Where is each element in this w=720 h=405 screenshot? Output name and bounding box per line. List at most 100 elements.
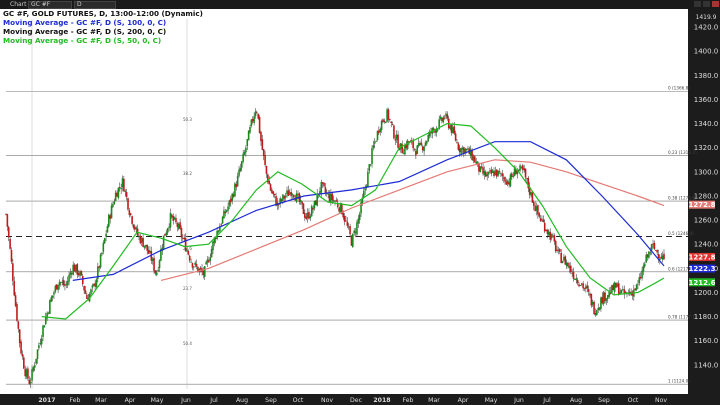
candle-body <box>452 127 454 134</box>
candle-body <box>432 128 435 130</box>
fib-level-label: 0.5 (1246.4) <box>668 231 694 236</box>
candle-body <box>586 285 589 289</box>
candle-body <box>250 119 253 127</box>
candle-body <box>441 118 443 121</box>
candle-body <box>301 201 303 205</box>
candle-body <box>155 272 158 276</box>
candle-body <box>469 149 472 156</box>
candle-body <box>94 283 96 287</box>
candle-body <box>456 142 458 143</box>
candle-body <box>9 238 11 249</box>
candle-body <box>489 170 491 172</box>
candle-body <box>288 192 291 195</box>
candle-body <box>20 341 22 354</box>
candle-body <box>92 283 95 286</box>
candle-body <box>653 242 656 250</box>
candle-body <box>644 263 646 267</box>
symbol-field[interactable]: GC #F <box>28 1 72 9</box>
candle-body <box>652 243 654 245</box>
price-chart[interactable]: 0 (1366.8) 0.23 (1313.7) 0.38 (1275.8) 0.5 … <box>0 9 720 405</box>
candle-body <box>253 116 255 123</box>
candle-body <box>587 289 590 292</box>
y-tick-label: 1200.0 <box>694 289 719 297</box>
candle-body <box>501 173 504 177</box>
candle-body <box>391 124 394 126</box>
legend-ma100: Moving Average - GC #F, D (S, 100, 0, C) <box>3 18 167 27</box>
candle-body <box>209 257 212 262</box>
candle-body <box>164 233 166 236</box>
window-title: Chart <box>10 1 27 8</box>
candle-body <box>18 329 21 344</box>
candle-body <box>368 164 371 171</box>
candle-body <box>232 194 235 197</box>
candle-body <box>656 250 658 253</box>
candle-body <box>125 192 128 198</box>
candle-body <box>228 200 231 206</box>
candle-body <box>446 114 449 119</box>
candle-body <box>14 295 17 306</box>
candle-body <box>273 193 276 196</box>
candle-body <box>578 284 580 287</box>
candle-body <box>434 130 436 133</box>
candle-body <box>112 204 114 207</box>
candle-body <box>23 357 25 369</box>
candle-body <box>520 166 523 168</box>
candle-body <box>660 256 663 259</box>
x-tick-label: Jun <box>513 397 524 404</box>
candle-body <box>484 172 487 177</box>
candle-body <box>604 292 606 302</box>
candle-body <box>563 257 565 261</box>
candle-body <box>624 291 627 294</box>
candle-body <box>509 174 512 187</box>
candle-body <box>101 252 103 255</box>
candle-body <box>177 223 180 229</box>
candle-body <box>264 155 266 165</box>
candle-body <box>435 128 438 133</box>
candle-body <box>568 265 571 269</box>
candle-body <box>524 168 527 178</box>
y-tick-label: 1400.0 <box>694 48 719 56</box>
maximize-icon[interactable] <box>703 1 710 7</box>
y-tick-label: 1240.0 <box>694 241 719 249</box>
candle-body <box>269 184 272 191</box>
minimize-icon[interactable] <box>694 1 701 7</box>
candle-body <box>267 174 269 183</box>
candle-body <box>534 205 536 212</box>
candle-body <box>330 193 332 203</box>
candle-body <box>494 170 497 175</box>
candle-body <box>532 202 535 206</box>
candle-body <box>635 284 638 290</box>
candle-body <box>657 254 660 259</box>
candle-body <box>129 213 132 215</box>
x-tick-label: Oct <box>293 397 304 404</box>
candle-body <box>445 113 447 117</box>
y-tick-label: 1180.0 <box>694 313 719 321</box>
candle-body <box>299 199 302 203</box>
candle-body <box>323 182 325 187</box>
candle-body <box>515 169 517 175</box>
x-tick-label: May <box>151 397 164 404</box>
candle-body <box>123 178 125 192</box>
candle-body <box>334 200 336 202</box>
candle-body <box>427 135 430 141</box>
candle-body <box>146 244 148 251</box>
candle-body <box>327 193 329 195</box>
candle-body <box>97 266 99 279</box>
candle-body <box>365 185 368 188</box>
candle-body <box>208 260 210 263</box>
candle-body <box>382 119 384 122</box>
candle-body <box>110 205 113 219</box>
candle-body <box>51 295 54 298</box>
candle-body <box>29 381 32 384</box>
candle-body <box>284 195 287 198</box>
candle-body <box>480 166 483 168</box>
interval-field[interactable]: D <box>74 1 116 9</box>
candle-body <box>194 262 196 265</box>
x-tick-label: Apr <box>458 397 469 404</box>
ma200-line <box>160 159 665 281</box>
close-icon[interactable] <box>712 1 719 7</box>
x-tick-label: Jul <box>542 397 551 404</box>
candle-body <box>601 296 604 304</box>
legend-main: GC #F, GOLD FUTURES, D, 13:00-12:00 (Dyn… <box>3 9 203 18</box>
candle-body <box>393 125 395 139</box>
